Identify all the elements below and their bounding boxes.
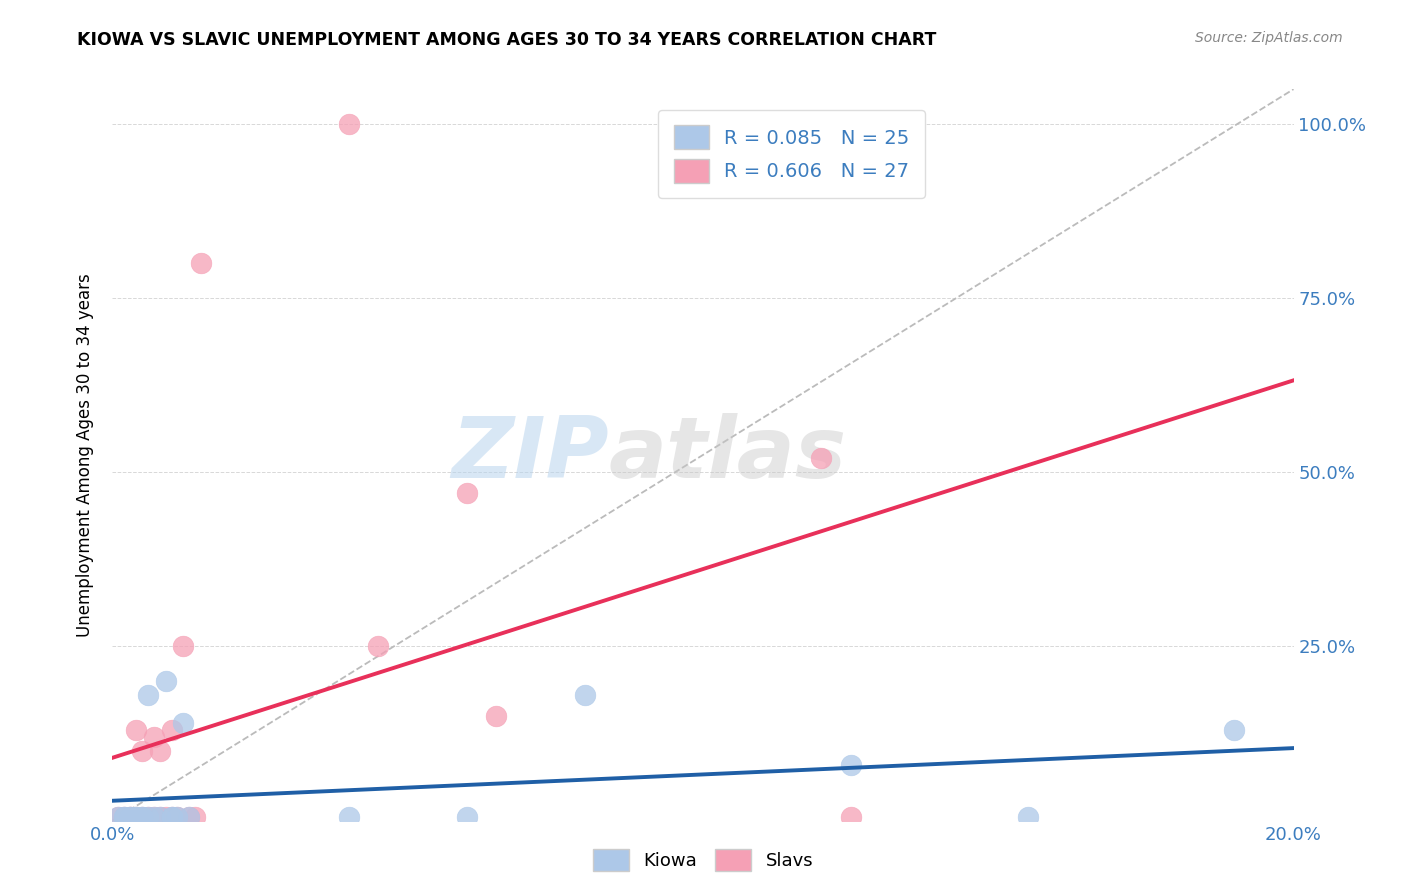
Point — [120, 810, 142, 824]
Point — [120, 810, 142, 824]
Text: atlas: atlas — [609, 413, 846, 497]
Point — [485, 709, 508, 723]
Point — [810, 451, 832, 466]
Point — [120, 810, 142, 824]
Point — [136, 810, 159, 824]
Text: ZIP: ZIP — [451, 413, 609, 497]
Point — [125, 810, 148, 824]
Point — [160, 810, 183, 824]
Text: KIOWA VS SLAVIC UNEMPLOYMENT AMONG AGES 30 TO 34 YEARS CORRELATION CHART: KIOWA VS SLAVIC UNEMPLOYMENT AMONG AGES … — [77, 31, 936, 49]
Point — [142, 730, 165, 744]
Point — [456, 810, 478, 824]
Point — [166, 810, 188, 824]
Point — [1223, 723, 1246, 737]
Point — [155, 810, 177, 824]
Point — [160, 810, 183, 824]
Point — [125, 810, 148, 824]
Point — [184, 810, 207, 824]
Point — [160, 810, 183, 824]
Point — [131, 744, 153, 758]
Point — [125, 810, 148, 824]
Text: Source: ZipAtlas.com: Source: ZipAtlas.com — [1195, 31, 1343, 45]
Point — [107, 810, 129, 824]
Point — [136, 810, 159, 824]
Point — [112, 810, 135, 824]
Point — [179, 810, 201, 824]
Point — [337, 810, 360, 824]
Point — [125, 723, 148, 737]
Point — [166, 810, 188, 824]
Point — [190, 256, 212, 270]
Point — [149, 810, 172, 824]
Point — [107, 810, 129, 824]
Point — [136, 688, 159, 702]
Point — [172, 640, 194, 654]
Point — [839, 758, 862, 772]
Legend: R = 0.085   N = 25, R = 0.606   N = 27: R = 0.085 N = 25, R = 0.606 N = 27 — [658, 110, 925, 198]
Point — [155, 674, 177, 689]
Point — [131, 810, 153, 824]
Point — [456, 486, 478, 500]
Point — [1017, 810, 1039, 824]
Point — [367, 640, 389, 654]
Point — [112, 810, 135, 824]
Point — [172, 716, 194, 731]
Point — [337, 117, 360, 131]
Point — [574, 688, 596, 702]
Point — [149, 810, 172, 824]
Point — [142, 810, 165, 824]
Point — [142, 810, 165, 824]
Point — [149, 744, 172, 758]
Point — [839, 810, 862, 824]
Point — [131, 810, 153, 824]
Point — [131, 810, 153, 824]
Point — [112, 810, 135, 824]
Legend: Kiowa, Slavs: Kiowa, Slavs — [585, 842, 821, 879]
Point — [160, 723, 183, 737]
Y-axis label: Unemployment Among Ages 30 to 34 years: Unemployment Among Ages 30 to 34 years — [76, 273, 94, 637]
Point — [179, 810, 201, 824]
Point — [120, 810, 142, 824]
